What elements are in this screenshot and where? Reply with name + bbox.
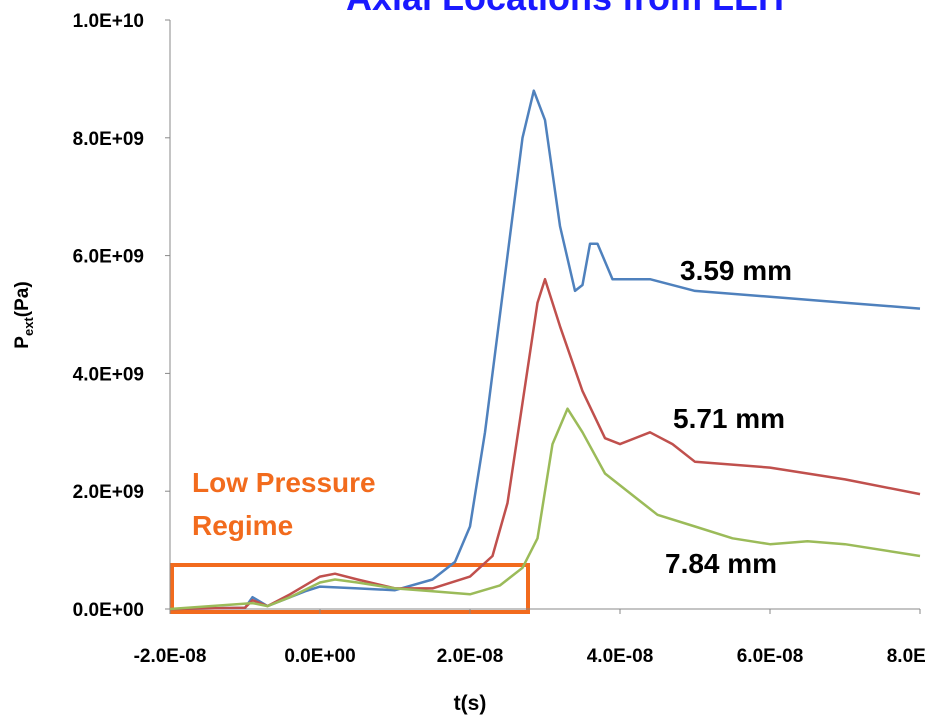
x-tick-label: 0.0E+00 [284,646,355,667]
y-label-base: P [12,336,33,349]
y-tick-label: 4.0E+09 [73,364,144,385]
y-tick-label: 2.0E+09 [73,482,144,503]
y-label-rest: (Pa) [12,281,33,317]
x-tick-label: 8.0E-08 [887,646,925,667]
series-line [169,407,921,611]
y-tick-label: 6.0E+09 [73,247,144,268]
y-tick-label: 8.0E+09 [73,129,144,150]
y-tick-label: 0.0E+00 [73,600,144,621]
x-tick-label: -2.0E-08 [134,646,207,667]
x-axis-label: t(s) [454,692,487,715]
series-label: 5.71 mm [673,403,785,434]
x-tick-label: 4.0E-08 [587,646,654,667]
y-tick-label: 1.0E+10 [73,11,144,32]
annotation: Low Pressure [192,467,376,498]
region-box [170,563,530,614]
y-label-sub: ext [21,317,36,336]
series-label: 7.84 mm [665,548,777,579]
x-tick-label: 2.0E-08 [437,646,504,667]
y-axis-label: Pext(Pa) [12,281,36,348]
series-label: 3.59 mm [680,255,792,286]
annotation: Regime [192,510,293,541]
chart-title: Axial Locations from LEH [346,0,784,18]
series-line [169,277,921,611]
x-tick-label: 6.0E-08 [737,646,804,667]
